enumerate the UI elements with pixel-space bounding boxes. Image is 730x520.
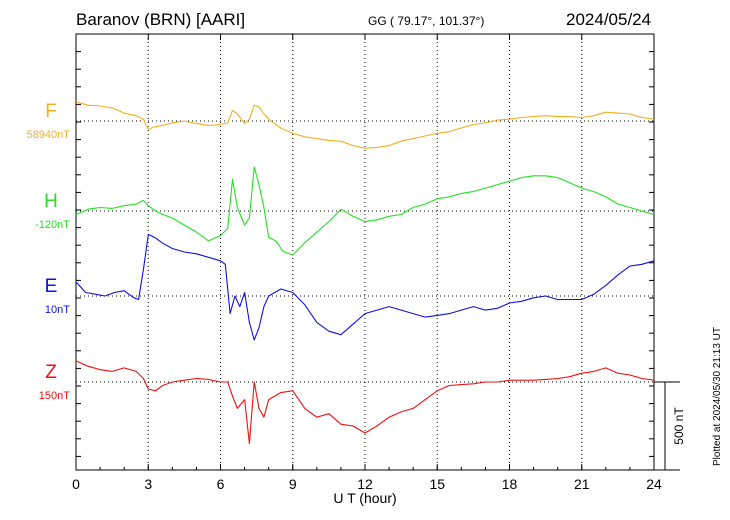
x-tick-label: 6 — [217, 476, 225, 492]
component-label-e: E — [45, 276, 58, 297]
x-tick-label: 18 — [502, 476, 518, 492]
baseline-value-h: -120nT — [35, 219, 70, 231]
scale-bar-label: 500 nT — [672, 407, 686, 445]
component-label-h: H — [44, 191, 58, 212]
baseline-value-f: 58940nT — [27, 129, 71, 141]
series-line-e — [75, 233, 655, 341]
plotted-at-note: Plotted at 2024/05/30 21:13 UT — [712, 327, 723, 466]
x-tick-label: 21 — [574, 476, 590, 492]
coordinates-label: GG ( 79.17°, 101.37°) — [368, 14, 484, 28]
date-label: 2024/05/24 — [566, 10, 652, 29]
baseline-value-z: 150nT — [39, 390, 70, 402]
x-tick-label: 0 — [72, 476, 80, 492]
series-line-z — [75, 360, 655, 445]
x-tick-label: 3 — [144, 476, 152, 492]
x-tick-label: 24 — [646, 476, 662, 492]
x-axis-label: U T (hour) — [333, 490, 396, 506]
baseline-value-e: 10nT — [45, 304, 70, 316]
component-label-f: F — [45, 101, 57, 122]
series-line-h — [75, 166, 655, 256]
plot-frame — [75, 33, 655, 471]
x-tick-label: 15 — [429, 476, 445, 492]
coordinates-text: GG ( 79.17°, 101.37°) — [368, 14, 485, 28]
component-label-z: Z — [45, 362, 57, 383]
series-line-f — [75, 101, 655, 149]
x-tick-label: 9 — [289, 476, 297, 492]
station-title: Baranov (BRN) [AARI] — [76, 10, 246, 29]
x-tick-label: 12 — [357, 476, 373, 492]
